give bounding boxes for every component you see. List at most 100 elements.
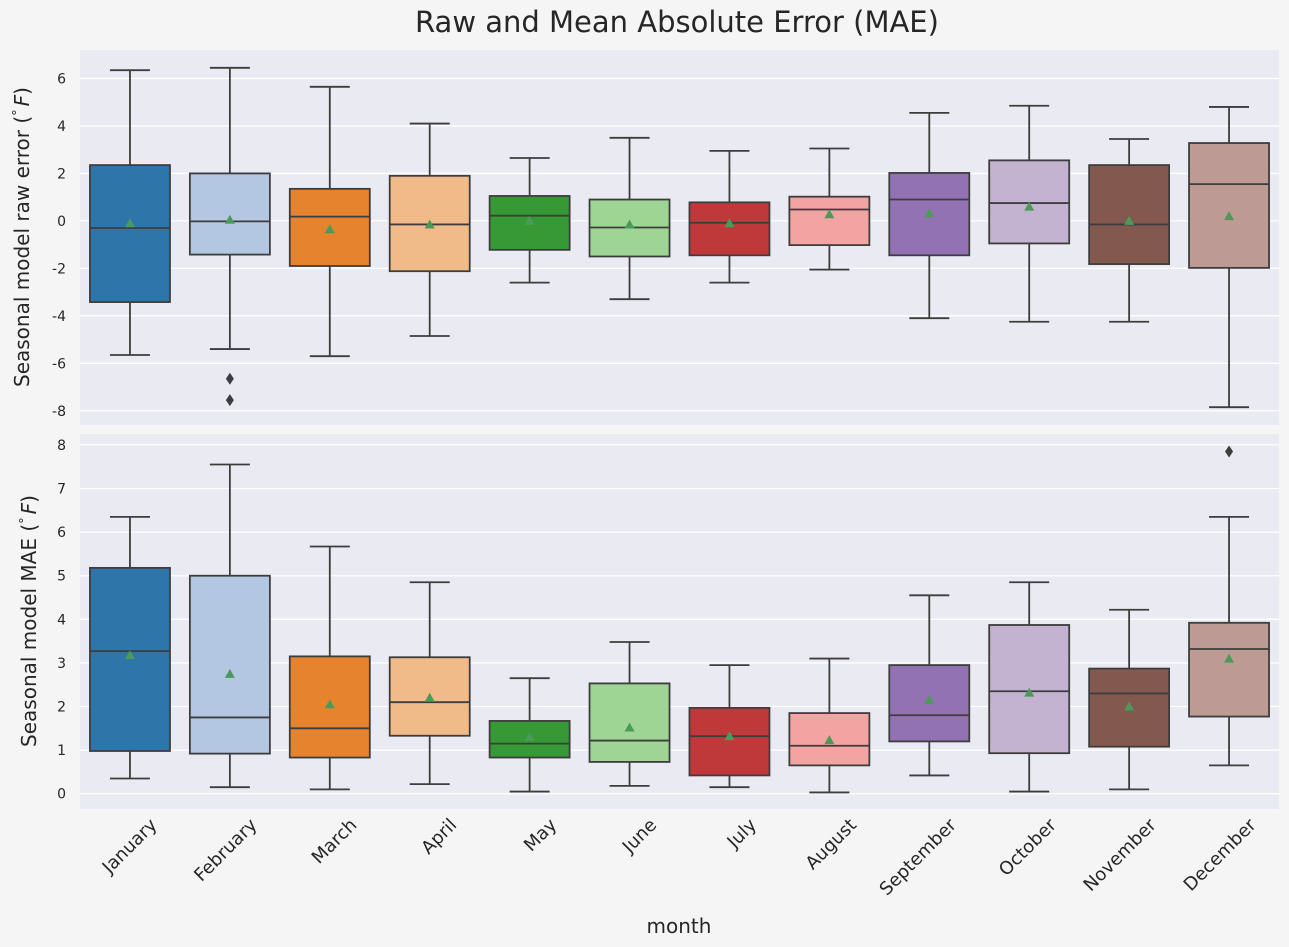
x-tick-label-october: October <box>995 814 1061 880</box>
box-iqr <box>1188 621 1270 718</box>
x-tick-labels: January February March April May June July Augu… <box>98 814 1261 900</box>
bottom-box-may <box>488 677 571 793</box>
x-axis-label: month <box>647 914 712 938</box>
box-iqr <box>188 172 271 256</box>
bottom-y-tick-label: 7 <box>57 482 66 498</box>
bottom-box-october <box>988 581 1071 793</box>
mean-marker <box>1224 211 1235 221</box>
bottom-panel-y-ticks: 0 1 2 3 4 5 6 7 8 <box>57 438 66 803</box>
mean-marker <box>724 218 735 228</box>
box-iqr <box>1188 142 1270 269</box>
bottom-y-tick-label: 3 <box>57 656 66 672</box>
mean-marker <box>1024 687 1035 697</box>
top-box-april <box>388 122 471 337</box>
top-panel-y-label-unit: F <box>10 94 34 106</box>
mean-marker <box>424 219 435 229</box>
box-iqr <box>788 195 871 246</box>
top-panel-boxes <box>89 66 1270 409</box>
mean-marker <box>124 218 135 228</box>
bottom-panel-y-label-degree: ° <box>18 517 33 524</box>
mean-marker <box>624 219 635 229</box>
x-tick-label-march: March <box>308 815 362 869</box>
mean-marker <box>324 699 335 709</box>
mean-marker <box>424 692 435 702</box>
x-tick-label-november: November <box>1080 814 1161 895</box>
top-box-october <box>988 104 1071 323</box>
bottom-panel-y-label-end: ) <box>17 495 41 503</box>
top-y-tick-label: -4 <box>52 309 66 325</box>
mean-marker <box>524 732 535 742</box>
x-tick-label-february: February <box>190 814 261 885</box>
box-iqr <box>688 201 771 257</box>
bottom-y-tick-label: 0 <box>57 787 66 803</box>
x-tick-label-december: December <box>1180 814 1261 895</box>
mean-marker <box>224 214 235 224</box>
mean-marker <box>1124 701 1135 711</box>
bottom-panel-background <box>80 434 1279 809</box>
outlier-point <box>225 394 234 407</box>
top-panel-y-label-degree: ° <box>11 109 26 116</box>
top-panel-background <box>80 50 1279 425</box>
top-panel-y-ticks: -8 -6 -4 -2 0 2 4 6 <box>52 71 66 419</box>
top-box-august <box>788 147 871 271</box>
bottom-y-tick-label: 8 <box>57 438 66 454</box>
figure-title: Raw and Mean Absolute Error (MAE) <box>415 5 939 39</box>
top-y-tick-label: 0 <box>57 214 66 230</box>
mean-marker <box>224 668 235 678</box>
x-tick-label-january: January <box>98 814 162 878</box>
bottom-y-tick-label: 5 <box>57 569 66 585</box>
mean-marker <box>924 694 935 704</box>
x-tick-label-july: July <box>723 814 762 853</box>
x-tick-label-september: September <box>876 814 962 900</box>
mean-marker <box>624 722 635 732</box>
mean-marker <box>924 208 935 218</box>
mean-marker <box>1124 215 1135 225</box>
x-tick-label-may: May <box>520 814 561 855</box>
mean-marker <box>124 650 135 660</box>
bottom-box-february <box>188 463 271 789</box>
bottom-y-tick-label: 6 <box>57 525 66 541</box>
bottom-panel-y-label: Seasonal model MAE (° F) <box>17 495 41 747</box>
bottom-box-march <box>288 545 371 791</box>
top-y-tick-label: -6 <box>52 356 66 372</box>
top-panel: -8 -6 -4 -2 0 2 4 6 Seasonal model raw error (°… <box>10 50 1279 425</box>
bottom-y-tick-label: 1 <box>57 743 66 759</box>
bottom-box-april <box>388 581 471 786</box>
outlier-point <box>225 372 234 385</box>
top-box-february <box>188 66 271 407</box>
mean-marker <box>824 735 835 745</box>
top-box-may <box>488 157 571 284</box>
box-iqr <box>89 566 171 752</box>
x-tick-label-april: April <box>417 815 461 859</box>
top-y-tick-label: 6 <box>57 71 66 87</box>
x-tick-label-august: August <box>802 815 861 874</box>
box-iqr <box>89 164 171 303</box>
top-y-tick-label: 4 <box>57 119 66 135</box>
bottom-box-january <box>89 515 171 780</box>
outlier-point <box>1225 445 1234 458</box>
bottom-y-tick-label: 4 <box>57 612 66 628</box>
bottom-panel-boxes <box>89 445 1270 794</box>
top-box-july <box>688 149 771 284</box>
top-y-tick-label: -2 <box>52 261 66 277</box>
bottom-y-tick-label: 2 <box>57 700 66 716</box>
top-panel-grid <box>80 77 1279 412</box>
bottom-box-june <box>588 641 671 787</box>
x-tick-label-june: June <box>618 815 661 858</box>
mean-marker <box>1024 201 1035 211</box>
mean-marker <box>324 224 335 234</box>
bottom-box-september <box>888 594 971 777</box>
top-y-tick-label: -8 <box>52 404 66 420</box>
bottom-panel: 0 1 2 3 4 5 6 7 8 Seasonal model MAE (° F) <box>17 434 1279 809</box>
top-panel-y-label-text: Seasonal model raw error ( <box>10 116 34 387</box>
top-box-march <box>288 85 371 358</box>
mean-marker <box>524 215 535 225</box>
bottom-panel-grid <box>80 444 1279 795</box>
box-iqr <box>688 706 771 777</box>
box-iqr <box>188 574 271 755</box>
top-box-november <box>1088 138 1171 323</box>
top-panel-y-label-end: ) <box>10 87 34 95</box>
box-iqr <box>1088 164 1171 265</box>
top-box-december <box>1188 106 1270 409</box>
